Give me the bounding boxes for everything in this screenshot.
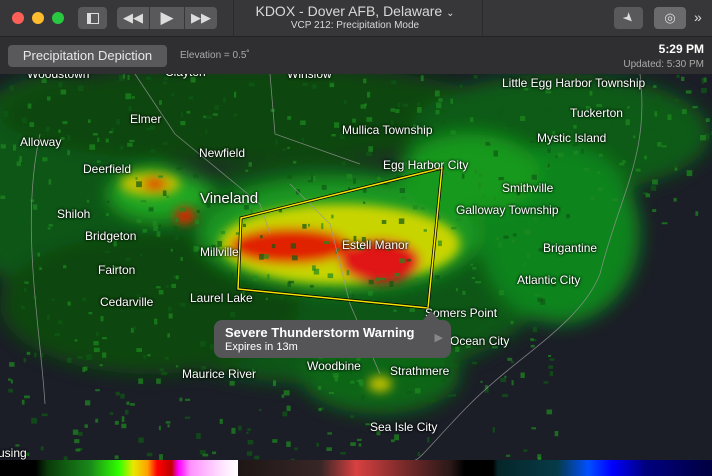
place-label: Shiloh — [57, 207, 91, 221]
place-label: Atlantic City — [517, 273, 581, 287]
radar-button[interactable]: ◎ — [654, 7, 686, 29]
fast-forward-button[interactable]: ▶▶ — [185, 7, 217, 29]
place-label: Cedarville — [100, 295, 154, 309]
title-bar: ◀◀ ▶ ▶▶ KDOX - Dover AFB, Delaware ⌄ VCP… — [0, 0, 712, 37]
place-label: Strathmere — [390, 364, 450, 378]
place-label: Fairton — [98, 263, 136, 277]
sidebar-icon — [86, 12, 99, 24]
place-label: Woodstown — [27, 74, 90, 81]
color-legend — [0, 460, 712, 476]
place-label: Smithville — [502, 181, 554, 195]
place-label: Alloway — [20, 135, 62, 149]
zoom-window-button[interactable] — [52, 12, 64, 24]
play-button[interactable]: ▶ — [150, 7, 184, 29]
disclosure-arrow-icon: ▶ — [434, 332, 443, 344]
current-time: 5:29 PM — [658, 42, 704, 56]
place-label: Elmer — [130, 112, 162, 126]
place-label: Clayton — [165, 74, 206, 79]
place-label: Sea Isle City — [370, 420, 438, 434]
rewind-icon: ◀◀ — [123, 10, 143, 25]
place-label: Galloway Township — [456, 203, 559, 217]
place-label: Egg Harbor City — [383, 158, 469, 172]
radar-map[interactable]: Woodstown Clayton Winslow Little Egg Harbor… — [0, 74, 712, 460]
place-label: Ocean City — [450, 334, 510, 348]
product-button[interactable]: Precipitation Depiction — [8, 45, 167, 67]
place-label: Laurel Lake — [190, 291, 253, 305]
location-button[interactable]: ➤ — [614, 7, 643, 29]
warning-expiry: Expires in 13m — [225, 341, 298, 353]
minimize-window-button[interactable] — [32, 12, 44, 24]
place-label: Little Egg Harbor Township — [502, 76, 646, 90]
sidebar-toggle-button[interactable] — [78, 7, 107, 29]
place-label: Newfield — [199, 146, 246, 160]
rewind-button[interactable]: ◀◀ — [117, 7, 149, 29]
place-label: using — [0, 446, 27, 460]
place-label: Winslow — [287, 74, 332, 81]
overflow-button[interactable]: » — [694, 9, 702, 25]
place-label: Tuckerton — [570, 106, 623, 120]
vcp-mode: VCP 212: Precipitation Mode — [290, 20, 420, 31]
place-label: Deerfield — [83, 162, 132, 176]
radar-icon: ◎ — [664, 10, 676, 25]
close-window-button[interactable] — [12, 12, 24, 24]
location-arrow-icon: ➤ — [619, 8, 639, 27]
place-label: Vineland — [200, 190, 259, 207]
chevron-double-right-icon: » — [694, 9, 702, 25]
updated-time: Updated: 5:30 PM — [623, 59, 704, 70]
place-label: Brigantine — [543, 241, 598, 255]
place-label: Millville — [200, 245, 239, 259]
fast-forward-icon: ▶▶ — [191, 10, 211, 25]
chevron-down-icon: ⌄ — [446, 8, 455, 19]
elevation-label: Elevation = 0.5˚ — [180, 50, 250, 61]
place-label: Mystic Island — [537, 131, 607, 145]
place-label: Estell Manor — [342, 238, 409, 252]
place-label: Bridgeton — [85, 229, 137, 243]
place-label: Somers Point — [425, 306, 498, 320]
radar-site-selector[interactable]: KDOX - Dover AFB, Delaware ⌄ — [255, 3, 455, 19]
place-label: Maurice River — [182, 367, 257, 381]
warning-polygon[interactable] — [237, 167, 443, 309]
place-label: Mullica Township — [342, 123, 433, 137]
warning-title: Severe Thunderstorm Warning — [225, 325, 415, 340]
warning-callout[interactable]: Severe Thunderstorm Warning Expires in 1… — [214, 311, 451, 358]
play-icon: ▶ — [160, 8, 174, 27]
place-label: Woodbine — [307, 359, 361, 373]
toolbar: Precipitation Depiction Elevation = 0.5˚… — [0, 37, 712, 74]
